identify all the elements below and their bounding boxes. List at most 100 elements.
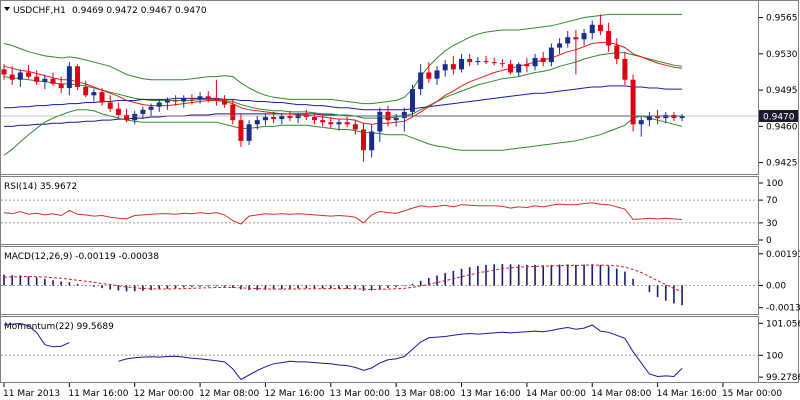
candle [467,53,473,67]
candle-body [99,92,105,103]
candle [426,62,432,83]
candle-body [164,100,170,103]
candle-body [491,62,497,64]
candle [646,111,652,127]
rsi-pane-frame [0,176,759,245]
current-price-label: 0.9470 [763,113,795,123]
candle [459,53,465,73]
candle [26,65,32,79]
time-tick-label: 14 Mar 16:00 [657,389,717,399]
dropdown-triangle-icon[interactable] [4,7,10,11]
candle [238,113,244,148]
candle-body [34,76,40,82]
candle [83,80,89,98]
candle-body [516,64,522,73]
candle-body [655,116,661,119]
candle [156,99,162,112]
candle [115,102,121,119]
ma-slow-line [4,85,683,111]
candle [303,109,309,121]
candle [434,66,440,85]
axis-labels-layer: 0.9565 0.9530 0.9495 0.9460 0.9425 0.9470 100 7… [759,14,800,383]
candle-body [213,98,219,101]
symbol-label: USDCHF,H1 [13,6,66,16]
candle [328,117,334,129]
candle [483,55,489,65]
candle-body [279,116,285,120]
candle-body [91,92,97,96]
candle-body [622,59,628,80]
momentum-series-layer [1,322,758,381]
candle [164,97,170,110]
candle-body [573,37,579,40]
candle-body [262,117,268,121]
rsi-series-layer [1,199,758,225]
candle-body [1,69,7,75]
time-tick-label: 13 Mar 08:00 [395,389,455,399]
candle [671,111,677,122]
price-tick-label: 0.9495 [766,86,798,96]
candle-body [540,57,546,63]
candle [614,38,620,65]
candle-body [66,66,72,89]
candle-body [271,117,277,120]
candle-body [410,89,415,112]
candle-body [336,122,342,125]
candle-body [499,63,505,65]
candle [344,117,350,128]
candle [148,103,154,116]
candle [573,29,579,75]
candle-body [197,96,203,100]
candle-body [295,114,301,119]
candle-body [581,33,587,40]
candle [99,88,105,106]
candle [638,116,644,137]
candle-body [671,114,677,119]
candle [679,113,685,122]
candle-body [459,59,465,70]
candle-body [75,66,81,87]
candle [508,60,514,75]
candle [663,111,669,124]
candle-body [58,83,64,89]
macd-label: MACD(12,26,9) -0.00119 -0.00038 [4,252,159,262]
candle-body [254,120,260,125]
candle-body [508,64,514,73]
candle-body [352,124,358,130]
macd-tick-label: 0.00191 [766,250,800,260]
candle [597,14,603,36]
candle-body [401,111,407,119]
candle-body [426,72,432,79]
candle-body [557,43,563,48]
candle-body [17,72,23,80]
candle-body [107,102,113,109]
candle [107,95,113,112]
candle [581,28,587,46]
bollinger-upper-line [3,13,683,105]
candle [34,70,40,85]
candle [1,64,7,80]
candle-body [630,79,636,125]
candle [516,62,522,77]
candle [360,123,366,162]
candle [213,79,219,106]
candle-body [614,45,620,59]
candle [50,72,56,86]
candle [230,99,236,125]
window-frame [0,0,799,383]
candle-body [148,106,154,110]
candle [524,57,530,73]
macd-series-layer [1,263,758,306]
candle-body [679,116,685,119]
momentum-tick-label: 99.2786 [766,373,800,383]
candle [589,20,595,40]
candle [606,22,612,52]
candle [401,107,407,132]
candle [189,94,195,105]
candle-body [450,64,456,70]
price-tick-label: 0.9530 [766,50,798,60]
candle-body [328,122,334,125]
candle-body [442,64,448,71]
candle-body [369,131,375,151]
